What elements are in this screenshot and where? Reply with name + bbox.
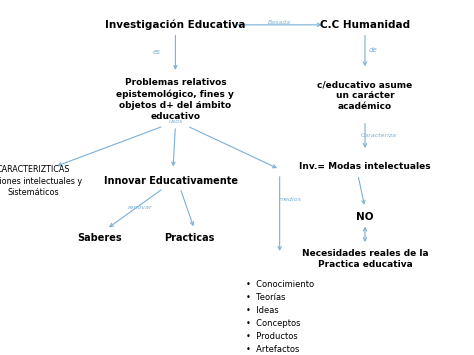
Text: •  Conocimiento
•  Teorías
•  Ideas
•  Conceptos
•  Productos
•  Artefactos
•  M: • Conocimiento • Teorías • Ideas • Conce… [246, 280, 315, 355]
Text: c/educativo asume
un carácter
académico: c/educativo asume un carácter académico [318, 80, 412, 111]
Text: Basada: Basada [268, 20, 291, 24]
Text: es: es [153, 49, 160, 55]
Text: Investigación Educativa: Investigación Educativa [105, 20, 246, 30]
Text: C.C Humanidad: C.C Humanidad [320, 20, 410, 30]
Text: Saberes: Saberes [77, 233, 122, 243]
Text: Problemas relativos
epistemológico, fines y
objetos d+ del ámbito
educativo: Problemas relativos epistemológico, fine… [117, 78, 234, 121]
Text: Practicas: Practicas [164, 233, 215, 243]
Text: Caracteriza: Caracteriza [361, 133, 397, 138]
Text: CARACTERIZTICAS
Acciones intelectuales y
Sistemáticos: CARACTERIZTICAS Acciones intelectuales y… [0, 165, 82, 197]
Text: de: de [369, 48, 377, 53]
Text: usos: usos [168, 119, 182, 124]
Text: renovar: renovar [128, 205, 152, 210]
Text: Necesidades reales de la
Practica educativa: Necesidades reales de la Practica educat… [301, 249, 428, 269]
Text: Inv.= Modas intelectuales: Inv.= Modas intelectuales [299, 162, 431, 171]
Text: medios: medios [279, 197, 301, 202]
Text: Innovar Educativamente: Innovar Educativamente [104, 176, 237, 186]
Text: NO: NO [356, 212, 374, 222]
